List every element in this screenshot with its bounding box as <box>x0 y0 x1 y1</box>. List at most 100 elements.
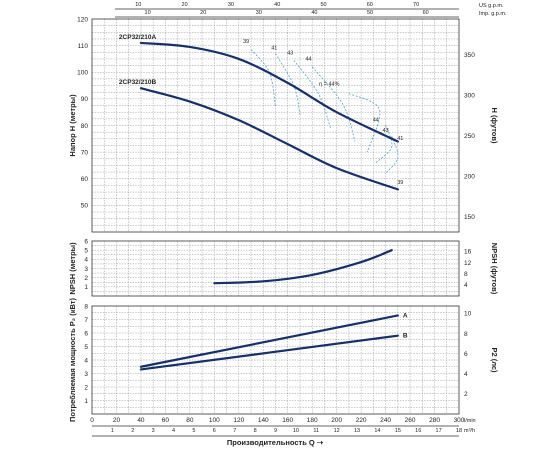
power-ytick-label: 2 <box>84 384 88 391</box>
x-m3h-tick-label: 6 <box>213 428 216 434</box>
efficiency-label: 43 <box>287 51 293 57</box>
power-y2tick-label: 4 <box>464 371 468 378</box>
x-lpm-tick-label: 20 <box>113 417 121 424</box>
npsh-ytick-label: 2 <box>84 275 88 282</box>
x-m3h-tick-label: 4 <box>172 428 175 434</box>
head-ytick-label: 120 <box>77 16 88 23</box>
grid-layer <box>91 8 460 437</box>
efficiency-curve <box>311 66 356 142</box>
x-lpm-unit: l/min <box>464 418 476 424</box>
x-lpm-tick-label: 200 <box>331 417 342 424</box>
head-y2tick-label: 200 <box>464 173 475 180</box>
efficiency-curve <box>375 125 393 164</box>
head-panel-frame <box>91 18 460 233</box>
efficiency-label: η = 44% <box>319 82 339 88</box>
imp-gpm-tick-label: 50 <box>367 10 373 16</box>
power-ylabel: Потребляемая мощность P₂ (кВт) <box>68 298 77 422</box>
x-m3h-tick-label: 9 <box>274 428 277 434</box>
power-ytick-label: 6 <box>84 330 88 337</box>
power-series-label: A <box>403 312 408 319</box>
head-ytick-label: 80 <box>81 123 89 130</box>
npsh-y2tick-label: 12 <box>464 260 472 267</box>
imp-gpm-tick-label: 40 <box>311 10 317 16</box>
head-ytick-label: 70 <box>81 149 89 156</box>
x-m3h-tick-label: 14 <box>374 428 380 434</box>
us-gpm-tick-label: 70 <box>413 2 419 8</box>
head-ytick-label: 50 <box>81 203 89 210</box>
power-y2tick-label: 10 <box>464 311 472 318</box>
power-y2tick-label: 6 <box>464 351 468 358</box>
x-lpm-tick-label: 160 <box>282 417 293 424</box>
power-ytick-label: 8 <box>84 303 88 310</box>
efficiency-label: 39 <box>397 180 403 186</box>
us-gpm-tick-label: 30 <box>228 2 234 8</box>
head-y2tick-label: 250 <box>464 133 475 140</box>
power-ytick-label: 7 <box>84 317 88 324</box>
npsh-ytick-label: 1 <box>84 284 88 291</box>
us-gpm-tick-label: 60 <box>367 2 373 8</box>
x-lpm-tick-label: 180 <box>307 417 318 424</box>
head-series-label: 2CP32/210A <box>119 34 157 41</box>
x-m3h-unit: m³/h <box>464 428 475 434</box>
x-axis-label: Производительность Q ➝ <box>227 438 324 447</box>
head-y2tick-label: 300 <box>464 92 475 99</box>
npsh-curve <box>213 249 393 285</box>
npsh-ylabel: NPSH (метры) <box>68 242 77 295</box>
us-gpm-tick-label: 10 <box>135 2 141 8</box>
x-lpm-tick-label: 80 <box>186 417 194 424</box>
head-ytick-label: 60 <box>81 176 89 183</box>
x-lpm-tick-label: 100 <box>209 417 220 424</box>
npsh-y2tick-label: 8 <box>464 271 468 278</box>
head-curve-2CP32/210A <box>139 41 399 143</box>
x-m3h-tick-label: 1 <box>111 428 114 434</box>
imp-gpm-tick-label: 20 <box>200 10 206 16</box>
imp-gpm-tick-label: 30 <box>256 10 262 16</box>
x-lpm-tick-label: 60 <box>162 417 170 424</box>
x-lpm-tick-label: 280 <box>429 417 440 424</box>
x-lpm-tick-label: 120 <box>233 417 244 424</box>
power-panel-frame <box>91 305 460 415</box>
x-lpm-tick-label: 0 <box>90 417 94 424</box>
head-ytick-label: 110 <box>78 43 89 50</box>
efficiency-curve <box>348 93 381 153</box>
npsh-ytick-label: 6 <box>84 238 88 245</box>
power-curve-A <box>139 314 399 368</box>
npsh-ytick-label: 4 <box>84 257 88 264</box>
x-lpm-tick-label: 300 <box>454 417 465 424</box>
x-m3h-tick-label: 2 <box>131 428 134 434</box>
imp-gpm-tick-label: 10 <box>145 10 151 16</box>
x-lpm-tick-label: 240 <box>380 417 391 424</box>
x-m3h-tick-label: 8 <box>254 428 257 434</box>
efficiency-curve <box>293 60 331 129</box>
imp-gpm-unit: Imp. g.p.m. <box>479 11 507 17</box>
npsh-ytick-label: 5 <box>84 247 88 254</box>
power-ytick-label: 3 <box>84 371 88 378</box>
series-layer <box>139 41 399 371</box>
x-m3h-tick-label: 10 <box>293 428 299 434</box>
x-m3h-tick-label: 15 <box>395 428 401 434</box>
power-ytick-label: 1 <box>84 398 88 405</box>
power-series-label: B <box>403 333 408 340</box>
efficiency-label: 39 <box>243 39 249 45</box>
x-m3h-tick-label: 7 <box>233 428 236 434</box>
npsh-y2tick-label: 16 <box>464 249 472 256</box>
head-ytick-label: 100 <box>77 70 88 77</box>
x-m3h-tick-label: 5 <box>192 428 195 434</box>
us-gpm-tick-label: 20 <box>182 2 188 8</box>
efficiency-label: 41 <box>397 136 403 142</box>
imp-gpm-tick-label: 60 <box>423 10 429 16</box>
power-curve-B <box>139 334 399 371</box>
x-m3h-tick-label: 13 <box>354 428 360 434</box>
x-m3h-tick-label: 18 <box>456 428 462 434</box>
power-ytick-label: 4 <box>84 357 88 364</box>
efficiency-label: 41 <box>271 45 277 51</box>
head-ylabel: Напор H (метры) <box>68 94 77 157</box>
x-lpm-tick-label: 220 <box>356 417 367 424</box>
x-lpm-tick-label: 40 <box>137 417 145 424</box>
x-lpm-tick-label: 260 <box>405 417 416 424</box>
npsh-ytick-label: 3 <box>84 266 88 273</box>
us-gpm-unit: US g.p.m. <box>479 3 504 9</box>
power-y2tick-label: 2 <box>464 391 468 398</box>
